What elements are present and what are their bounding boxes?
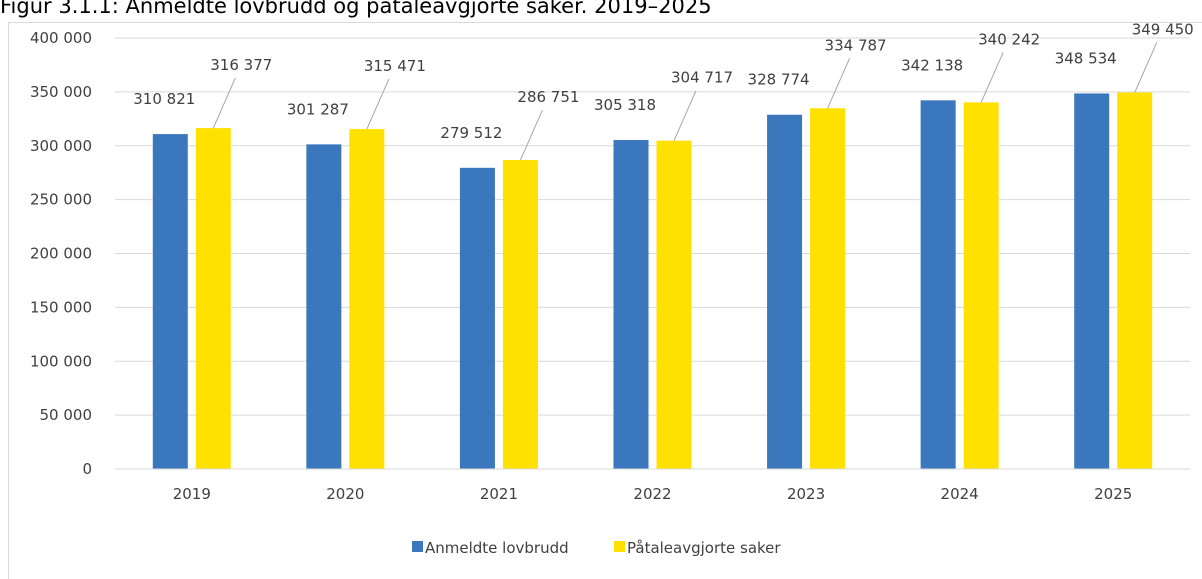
- y-tick-label: 350 000: [30, 83, 92, 101]
- x-tick-label: 2024: [941, 485, 979, 503]
- bar: [810, 108, 846, 470]
- y-tick-label: 150 000: [30, 298, 92, 316]
- y-tick-label: 0: [82, 460, 92, 478]
- leader-line: [673, 90, 697, 141]
- bar: [1074, 93, 1110, 469]
- bar: [195, 128, 231, 470]
- x-tick-label: 2021: [480, 485, 518, 503]
- bar: [656, 140, 692, 470]
- leader-line: [1134, 42, 1158, 93]
- y-tick-label: 50 000: [40, 406, 93, 424]
- data-label: 286 751: [517, 88, 579, 106]
- legend-label: Påtaleavgjorte saker: [627, 539, 781, 557]
- leader-line: [827, 58, 851, 109]
- data-label: 328 774: [748, 71, 810, 89]
- y-tick-label: 250 000: [30, 191, 92, 209]
- x-tick-label: 2023: [787, 485, 825, 503]
- legend-swatch: [614, 541, 625, 552]
- data-label: 340 242: [978, 30, 1040, 48]
- bar: [306, 144, 342, 469]
- bar: [963, 102, 999, 469]
- bar: [1117, 92, 1153, 470]
- data-label: 304 717: [671, 69, 733, 87]
- data-label: 334 787: [825, 36, 887, 54]
- chart-title: Figur 3.1.1: Anmeldte lovbrudd og påtale…: [0, 0, 712, 18]
- y-tick-label: 300 000: [30, 137, 92, 155]
- x-tick-label: 2020: [326, 485, 364, 503]
- data-label: 310 821: [133, 90, 195, 108]
- data-label: 315 471: [364, 57, 426, 75]
- bar: [152, 134, 188, 469]
- legend-swatch: [412, 541, 423, 552]
- y-tick-label: 100 000: [30, 352, 92, 370]
- leader-line: [519, 109, 543, 161]
- bar: [349, 129, 385, 469]
- data-label: 305 318: [594, 96, 656, 114]
- data-label: 316 377: [210, 56, 272, 74]
- data-label: 348 534: [1055, 49, 1117, 67]
- bar: [502, 160, 538, 469]
- x-tick-label: 2019: [173, 485, 211, 503]
- leader-line: [980, 52, 1004, 103]
- data-label: 349 450: [1132, 20, 1194, 38]
- bar: [459, 167, 495, 470]
- bar: [613, 140, 649, 470]
- data-label: 342 138: [901, 56, 963, 74]
- legend-label: Anmeldte lovbrudd: [425, 539, 569, 557]
- x-tick-label: 2022: [633, 485, 671, 503]
- y-tick-label: 400 000: [30, 29, 92, 47]
- data-label: 279 512: [440, 124, 502, 142]
- data-label: 301 287: [287, 100, 349, 118]
- x-tick-label: 2025: [1094, 485, 1132, 503]
- y-tick-label: 200 000: [30, 245, 92, 263]
- bar: [767, 114, 803, 469]
- leader-line: [366, 78, 390, 130]
- leader-line: [212, 77, 236, 129]
- bar: [920, 100, 956, 469]
